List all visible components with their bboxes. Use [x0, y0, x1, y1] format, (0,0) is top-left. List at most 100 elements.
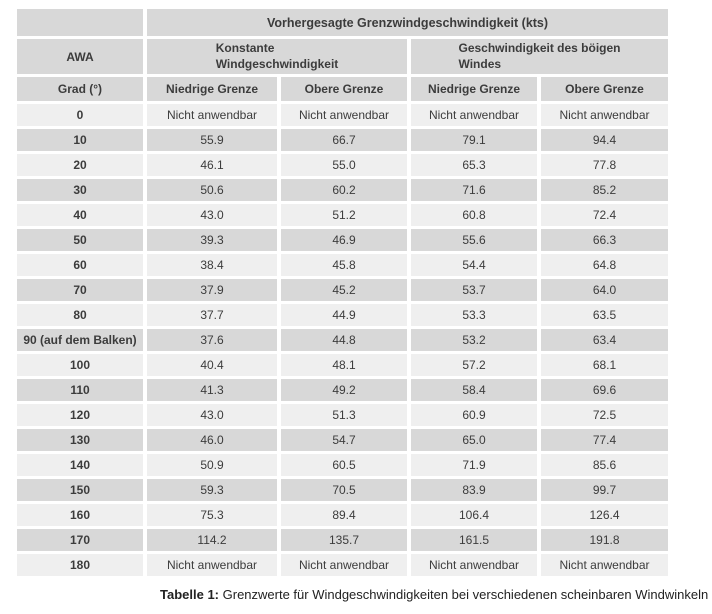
value-cell: 191.8	[541, 529, 669, 551]
value-cell: 54.4	[411, 254, 537, 276]
value-cell: 58.4	[411, 379, 537, 401]
value-cell: 60.8	[411, 204, 537, 226]
awa-cell: 60	[17, 254, 143, 276]
value-cell: 64.0	[541, 279, 669, 301]
awa-cell: 130	[17, 429, 143, 451]
value-cell: 46.1	[147, 154, 277, 176]
table-row: 140 50.9 60.5 71.9 85.6	[17, 454, 669, 476]
header-row-top: Vorhergesagte Grenzwindgeschwindigkeit (…	[17, 9, 669, 36]
awa-cell: 20	[17, 154, 143, 176]
header-row-groups: AWA Konstante Windgeschwindigkeit Geschw…	[17, 39, 669, 74]
value-cell: 60.5	[281, 454, 407, 476]
value-cell: 70.5	[281, 479, 407, 501]
value-cell: 63.5	[541, 304, 669, 326]
sub-header-upper-gust: Obere Grenze	[541, 77, 669, 101]
awa-cell: 160	[17, 504, 143, 526]
value-cell: 106.4	[411, 504, 537, 526]
unit-header-cell: Grad (°)	[17, 77, 143, 101]
constant-wind-group-cell: Konstante Windgeschwindigkeit	[147, 39, 407, 74]
value-cell: 60.2	[281, 179, 407, 201]
value-cell: 85.2	[541, 179, 669, 201]
value-cell: 37.7	[147, 304, 277, 326]
value-cell: 77.8	[541, 154, 669, 176]
value-cell: 40.4	[147, 354, 277, 376]
table-row: 40 43.0 51.2 60.8 72.4	[17, 204, 669, 226]
value-cell: 75.3	[147, 504, 277, 526]
value-cell: Nicht anwendbar	[281, 554, 407, 576]
top-header-cell: Vorhergesagte Grenzwindgeschwindigkeit (…	[147, 9, 669, 36]
table-row: 180 Nicht anwendbar Nicht anwendbar Nicht a…	[17, 554, 669, 576]
value-cell: 99.7	[541, 479, 669, 501]
value-cell: 71.6	[411, 179, 537, 201]
value-cell: 114.2	[147, 529, 277, 551]
value-cell: 77.4	[541, 429, 669, 451]
value-cell: 85.6	[541, 454, 669, 476]
gust-wind-group-label: Geschwindigkeit des böigen Windes	[458, 41, 621, 71]
value-cell: 37.9	[147, 279, 277, 301]
gust-wind-group-cell: Geschwindigkeit des böigen Windes	[411, 39, 669, 74]
value-cell: 53.2	[411, 329, 537, 351]
value-cell: 50.9	[147, 454, 277, 476]
value-cell: 39.3	[147, 229, 277, 251]
table-row: 60 38.4 45.8 54.4 64.8	[17, 254, 669, 276]
awa-cell: 150	[17, 479, 143, 501]
awa-cell: 0	[17, 104, 143, 126]
table-row: 50 39.3 46.9 55.6 66.3	[17, 229, 669, 251]
corner-cell	[17, 9, 143, 36]
sub-header-lower-constant: Niedrige Grenze	[147, 77, 277, 101]
wind-limits-table: Vorhergesagte Grenzwindgeschwindigkeit (…	[13, 6, 672, 579]
value-cell: 46.0	[147, 429, 277, 451]
table-row: 90 (auf dem Balken) 37.6 44.8 53.2 63.4	[17, 329, 669, 351]
awa-cell: 70	[17, 279, 143, 301]
value-cell: Nicht anwendbar	[541, 554, 669, 576]
table-row: 30 50.6 60.2 71.6 85.2	[17, 179, 669, 201]
value-cell: Nicht anwendbar	[281, 104, 407, 126]
awa-cell: 80	[17, 304, 143, 326]
value-cell: 55.0	[281, 154, 407, 176]
value-cell: 37.6	[147, 329, 277, 351]
value-cell: 66.3	[541, 229, 669, 251]
value-cell: 57.2	[411, 354, 537, 376]
caption-text: Grenzwerte für Windgeschwindigkeiten bei…	[219, 587, 709, 602]
sub-header-upper-constant: Obere Grenze	[281, 77, 407, 101]
value-cell: 161.5	[411, 529, 537, 551]
table-caption: Tabelle 1: Grenzwerte für Windgeschwindi…	[160, 587, 708, 603]
value-cell: 44.9	[281, 304, 407, 326]
caption-label: Tabelle 1:	[160, 587, 220, 602]
awa-cell: 110	[17, 379, 143, 401]
value-cell: 53.7	[411, 279, 537, 301]
table-row: 170 114.2 135.7 161.5 191.8	[17, 529, 669, 551]
value-cell: 94.4	[541, 129, 669, 151]
value-cell: 72.5	[541, 404, 669, 426]
value-cell: 38.4	[147, 254, 277, 276]
awa-cell: 120	[17, 404, 143, 426]
value-cell: 65.3	[411, 154, 537, 176]
awa-header-cell: AWA	[17, 39, 143, 74]
table-row: 0 Nicht anwendbar Nicht anwendbar Nicht anw…	[17, 104, 669, 126]
value-cell: 60.9	[411, 404, 537, 426]
value-cell: 66.7	[281, 129, 407, 151]
value-cell: 68.1	[541, 354, 669, 376]
value-cell: 79.1	[411, 129, 537, 151]
value-cell: 54.7	[281, 429, 407, 451]
value-cell: 44.8	[281, 329, 407, 351]
value-cell: Nicht anwendbar	[411, 554, 537, 576]
value-cell: 83.9	[411, 479, 537, 501]
value-cell: 51.3	[281, 404, 407, 426]
table-row: 160 75.3 89.4 106.4 126.4	[17, 504, 669, 526]
value-cell: 43.0	[147, 204, 277, 226]
header-row-sub: Grad (°) Niedrige Grenze Obere Grenze Ni…	[17, 77, 669, 101]
table-row: 120 43.0 51.3 60.9 72.5	[17, 404, 669, 426]
value-cell: 53.3	[411, 304, 537, 326]
value-cell: Nicht anwendbar	[147, 554, 277, 576]
table-row: 100 40.4 48.1 57.2 68.1	[17, 354, 669, 376]
table-row: 110 41.3 49.2 58.4 69.6	[17, 379, 669, 401]
value-cell: 89.4	[281, 504, 407, 526]
value-cell: 63.4	[541, 329, 669, 351]
value-cell: 48.1	[281, 354, 407, 376]
value-cell: 43.0	[147, 404, 277, 426]
value-cell: 69.6	[541, 379, 669, 401]
value-cell: 55.9	[147, 129, 277, 151]
awa-cell: 180	[17, 554, 143, 576]
